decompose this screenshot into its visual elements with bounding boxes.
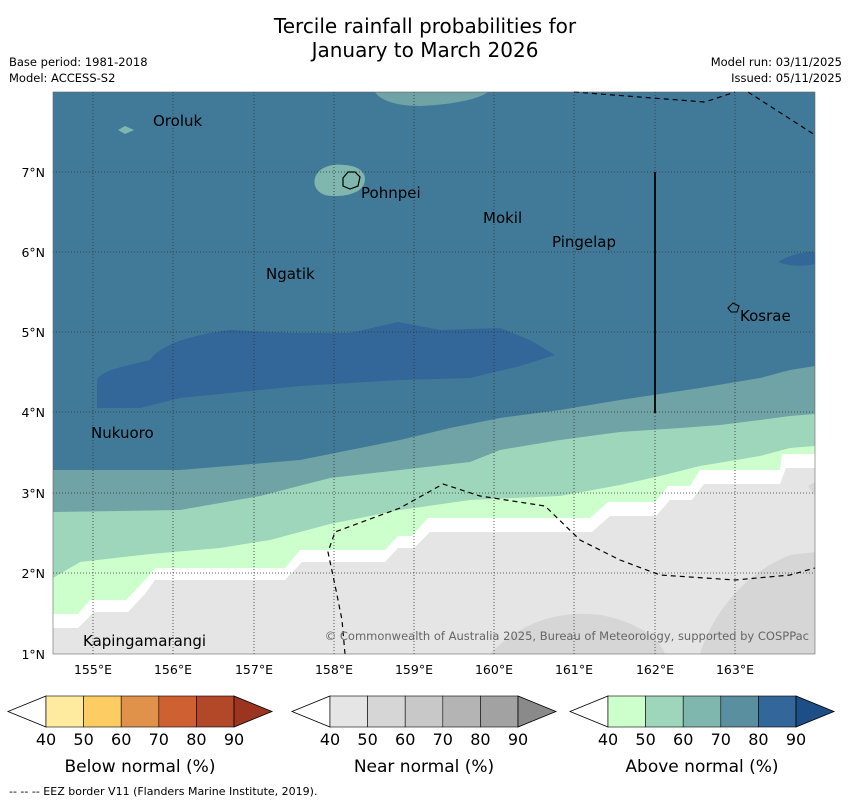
colorbar-near-normal: 40 50 60 70 80 90 [290,695,558,749]
place-label: Kapingamarangi [83,632,206,650]
colorbar-tick-label: 60 [673,730,693,749]
place-label: Oroluk [153,112,202,130]
svg-text:3°N: 3°N [21,486,45,501]
colorbar-tick-label: 90 [508,730,528,749]
svg-text:158°E: 158°E [315,662,353,677]
colorbar-tick-label: 70 [149,730,169,749]
title-line-2: January to March 2026 [311,38,539,62]
svg-text:2°N: 2°N [21,566,45,581]
place-label: Ngatik [266,265,315,283]
svg-text:159°E: 159°E [395,662,433,677]
colorbar-segment [329,695,368,728]
svg-text:156°E: 156°E [154,662,192,677]
lon-tick-labels: 155°E 156°E 157°E 158°E 159°E 160°E 161°… [74,662,754,677]
contour-40-near [53,468,815,654]
near-normal-title: Near normal (%) [354,757,494,777]
graticule [53,92,815,654]
colorbar-tick-label: 70 [433,730,453,749]
colorbar-segment [120,695,160,728]
colorbar-tick-label: 90 [786,730,806,749]
title-line-1: Tercile rainfall probabilities for [273,14,577,38]
svg-text:4°N: 4°N [21,405,45,420]
svg-text:163°E: 163°E [716,662,754,677]
colorbar-below-normal: 40 50 60 70 80 90 [6,695,274,749]
place-label: Nukuoro [91,424,154,442]
colorbar-tick-label: 90 [224,730,244,749]
colorbar-segment [442,695,481,728]
colorbar-segment [404,695,444,728]
colorbar-segment [480,695,519,728]
map-contours [53,92,815,654]
above-normal-title: Above normal (%) [625,757,778,777]
colorbar-segment [645,695,684,728]
svg-text:162°E: 162°E [636,662,674,677]
svg-text:1°N: 1°N [21,647,45,662]
colorbar-tick-label: 70 [711,730,731,749]
place-label: Pohnpei [361,184,421,202]
contour-50-near [700,552,815,654]
model-label: Model: ACCESS-S2 [9,71,116,85]
base-period-label: Base period: 1981-2018 [9,55,148,69]
model-run-label: Model run: 03/11/2025 [710,55,842,69]
lat-tick-labels: 7°N 6°N 5°N 4°N 3°N 2°N 1°N [21,165,45,662]
contour-60-above-north [375,92,488,106]
colorbar-tick-label: 50 [635,730,655,749]
contour-80-above [97,322,555,408]
svg-text:160°E: 160°E [475,662,513,677]
below-normal-title: Below normal (%) [65,757,216,777]
colorbar-segment [720,695,759,728]
colorbar-tick-label: 40 [36,730,56,749]
place-label: Mokil [483,209,522,227]
colorbar-tick-label: 40 [320,730,340,749]
svg-text:6°N: 6°N [21,245,45,260]
colorbar-segment [45,695,84,728]
svg-text:7°N: 7°N [21,165,45,180]
colorbar-tick-label: 40 [598,730,618,749]
copyright-text: © Commonwealth of Australia 2025, Bureau… [325,629,809,643]
svg-text:5°N: 5°N [21,325,45,340]
colorbar-tick-label: 60 [111,730,131,749]
colorbar-segment [196,695,235,728]
svg-text:157°E: 157°E [235,662,273,677]
colorbar-tick-label: 80 [748,730,768,749]
colorbar-high-extension [517,695,558,728]
colorbar-segment [682,695,722,728]
map-frame [52,91,816,655]
kosrae-island [727,302,740,313]
colorbar-tick-label: 80 [470,730,490,749]
colorbar-high-extension [233,695,274,728]
colorbar-tick-label: 60 [395,730,415,749]
pohnpei-island [342,171,361,190]
colorbar-high-extension [795,695,836,728]
place-label: Kosrae [740,307,791,325]
colorbar-low-extension [290,695,331,728]
issued-label: Issued: 05/11/2025 [731,71,842,85]
colorbar-above-normal: 40 50 60 70 80 90 [568,695,836,749]
colorbar-segment [758,695,797,728]
place-label: Pingelap [552,233,616,251]
colorbar-low-extension [568,695,609,728]
colorbar-segment [607,695,646,728]
eez-border [327,91,816,655]
colorbar-tick-label: 80 [186,730,206,749]
colorbar-segment [367,695,406,728]
svg-text:161°E: 161°E [555,662,593,677]
colorbar-low-extension [6,695,47,728]
svg-text:155°E: 155°E [74,662,112,677]
colorbar-segment [158,695,197,728]
colorbar-segment [83,695,122,728]
colorbar-tick-label: 50 [357,730,377,749]
colorbar-tick-label: 50 [73,730,93,749]
eez-footer-note: -- -- -- EEZ border V11 (Flanders Marine… [9,785,318,798]
